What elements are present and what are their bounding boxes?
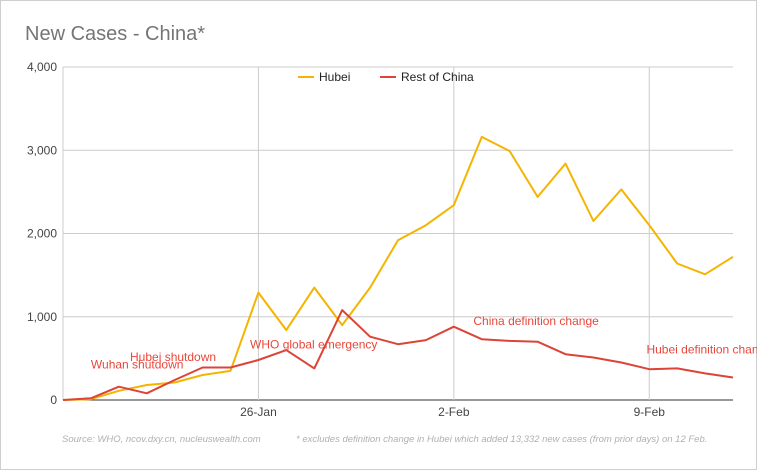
footer-source: Source: WHO, ncov.dxy.cn, nucleuswealth.… [62, 434, 261, 445]
annotation-label: Hubei definition change [646, 342, 757, 356]
y-tick-label: 0 [50, 393, 57, 407]
grid-lines [62, 66, 733, 401]
annotation-label: Hubei shutdown [130, 350, 216, 364]
x-tick-label: 2-Feb [438, 405, 470, 419]
annotation-label: China definition change [473, 314, 599, 328]
series-lines [62, 135, 734, 401]
axis-labels: 0 1,000 2,000 3,000 4,000 26-Jan 2-Feb 9-Feb [27, 60, 665, 419]
y-tick-label: 2,000 [27, 227, 57, 241]
series-line-rest-of-china [62, 309, 734, 401]
y-tick-label: 1,000 [27, 310, 57, 324]
legend: Hubei Rest of China [298, 70, 474, 84]
chart-title: New Cases - China* [25, 23, 206, 45]
y-tick-label: 4,000 [27, 60, 57, 74]
series-line-hubei [62, 135, 734, 401]
annotation-label: Wuhan shutdown [91, 357, 184, 371]
footer-note: * excludes definition change in Hubei wh… [296, 434, 707, 445]
y-tick-label: 3,000 [27, 143, 57, 157]
x-tick-label: 26-Jan [240, 405, 277, 419]
legend-label: Rest of China [401, 70, 474, 84]
legend-label: Hubei [319, 70, 350, 84]
annotation-label: WHO global emergency [250, 337, 377, 351]
x-tick-label: 9-Feb [634, 405, 666, 419]
